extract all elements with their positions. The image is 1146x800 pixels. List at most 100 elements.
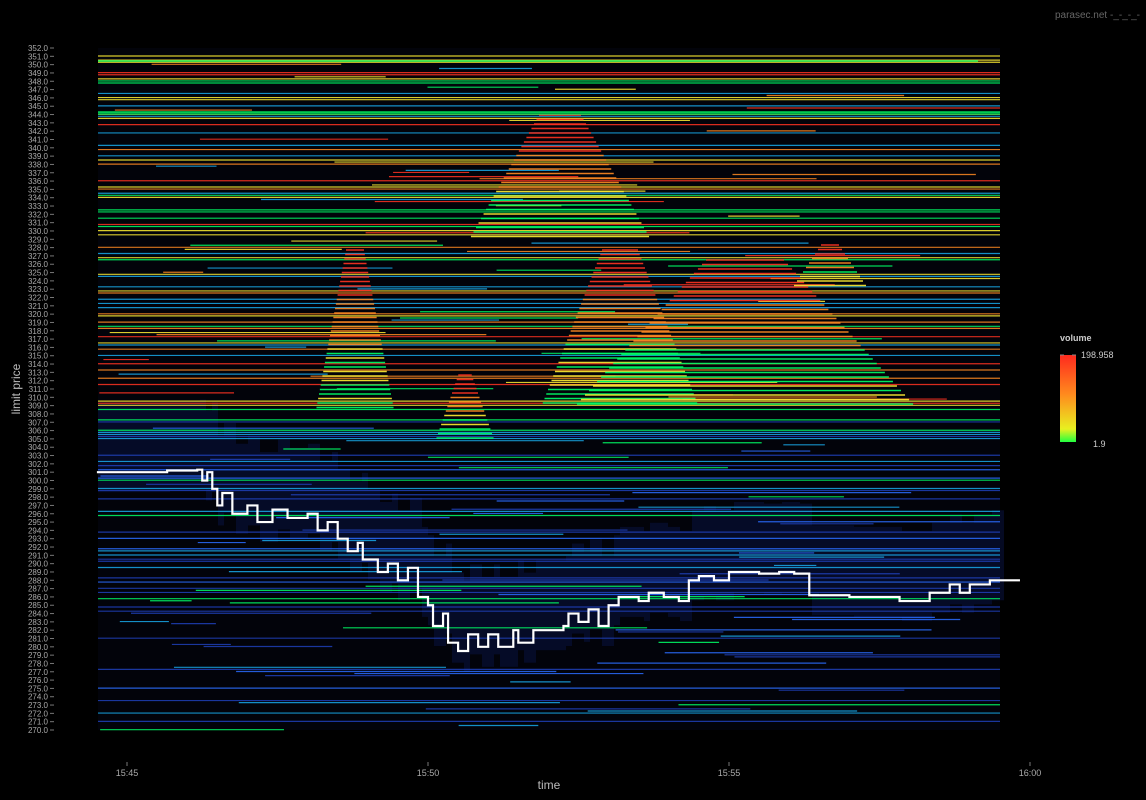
depth-haze — [788, 501, 794, 592]
depth-haze — [602, 556, 608, 647]
depth-haze — [194, 400, 200, 491]
depth-haze — [854, 526, 860, 617]
y-tick-label: 327.0 — [28, 252, 49, 261]
depth-haze — [782, 501, 788, 592]
y-tick-label: 291.0 — [28, 551, 49, 560]
watermark: parasec.net -_-_-_- — [1054, 10, 1140, 21]
y-tick-label: 349.0 — [28, 69, 49, 78]
y-tick-label: 319.0 — [28, 318, 49, 327]
depth-haze — [104, 402, 110, 493]
depth-haze — [530, 572, 536, 663]
y-tick-label: 309.0 — [28, 402, 49, 411]
depth-haze — [320, 460, 326, 551]
depth-haze — [356, 481, 362, 572]
depth-haze — [824, 525, 830, 616]
depth-haze — [122, 402, 128, 493]
y-tick-label: 276.0 — [28, 676, 49, 685]
price-line-layer — [96, 468, 1020, 653]
depth-haze — [626, 526, 632, 617]
y-tick-label: 283.0 — [28, 618, 49, 627]
y-tick-label: 310.0 — [28, 393, 49, 402]
depth-haze — [350, 481, 356, 572]
y-axis-title: limit price — [9, 363, 23, 414]
y-tick-label: 317.0 — [28, 335, 49, 344]
depth-haze — [128, 402, 134, 493]
depth-haze — [896, 526, 902, 617]
y-tick-label: 346.0 — [28, 94, 49, 103]
depth-haze — [182, 400, 188, 491]
depth-haze — [482, 576, 488, 667]
y-tick-label: 312.0 — [28, 377, 49, 386]
y-axis: 270.0271.0272.0273.0274.0275.0276.0277.0… — [28, 44, 54, 735]
y-tick-label: 280.0 — [28, 643, 49, 652]
depth-haze — [536, 560, 542, 651]
y-tick-label: 308.0 — [28, 410, 49, 419]
y-tick-label: 279.0 — [28, 651, 49, 660]
y-tick-label: 290.0 — [28, 560, 49, 569]
depth-haze — [500, 576, 506, 667]
depth-haze — [488, 576, 494, 667]
y-tick-label: 294.0 — [28, 526, 49, 535]
y-tick-label: 313.0 — [28, 368, 49, 377]
y-tick-label: 325.0 — [28, 269, 49, 278]
price-line — [96, 468, 1020, 653]
depth-haze — [518, 560, 524, 651]
depth-haze — [584, 551, 590, 642]
depth-haze — [668, 526, 674, 617]
depth-haze — [230, 422, 236, 513]
y-tick-label: 277.0 — [28, 668, 49, 677]
depth-haze — [452, 572, 458, 663]
depth-haze — [152, 402, 158, 493]
depth-haze — [524, 572, 530, 663]
depth-haze — [818, 525, 824, 616]
y-tick-label: 298.0 — [28, 493, 49, 502]
depth-haze — [872, 526, 878, 617]
y-tick-label: 271.0 — [28, 718, 49, 727]
depth-haze — [926, 531, 932, 622]
depth-haze — [608, 556, 614, 647]
depth-haze — [146, 402, 152, 493]
depth-haze — [506, 576, 512, 667]
y-tick-label: 315.0 — [28, 352, 49, 361]
depth-haze — [200, 399, 206, 490]
depth-haze — [680, 531, 686, 622]
depth-haze — [374, 489, 380, 580]
depth-haze — [842, 525, 848, 616]
depth-haze — [260, 452, 266, 543]
x-axis: 15:45 15:50 15:55 16:00 — [116, 762, 1041, 778]
y-tick-label: 284.0 — [28, 610, 49, 619]
depth-haze — [116, 402, 122, 493]
x-tick-label: 15:50 — [417, 768, 440, 778]
depth-haze — [686, 531, 692, 622]
y-tick-label: 303.0 — [28, 452, 49, 461]
depth-haze — [338, 468, 344, 559]
depth-haze — [758, 501, 764, 592]
depth-haze — [98, 402, 104, 493]
y-tick-label: 286.0 — [28, 593, 49, 602]
y-tick-label: 344.0 — [28, 111, 49, 120]
depth-haze — [794, 501, 800, 592]
depth-haze — [890, 526, 896, 617]
y-tick-label: 347.0 — [28, 86, 49, 95]
y-tick-label: 304.0 — [28, 443, 49, 452]
y-tick-label: 287.0 — [28, 585, 49, 594]
depth-haze — [440, 556, 446, 647]
depth-haze — [344, 468, 350, 559]
depth-haze — [830, 525, 836, 616]
depth-haze — [740, 501, 746, 592]
depth-haze — [416, 497, 422, 588]
depth-haze — [674, 526, 680, 617]
y-tick-label: 316.0 — [28, 343, 49, 352]
y-tick-label: 324.0 — [28, 277, 49, 286]
depth-haze — [878, 526, 884, 617]
depth-haze — [368, 489, 374, 580]
y-tick-label: 351.0 — [28, 52, 49, 61]
y-tick-label: 328.0 — [28, 244, 49, 253]
depth-haze — [188, 400, 194, 491]
depth-haze — [548, 560, 554, 651]
legend-min-label: 1.9 — [1093, 439, 1106, 449]
y-tick-label: 345.0 — [28, 102, 49, 111]
depth-haze — [620, 526, 626, 617]
depth-haze — [326, 460, 332, 551]
y-tick-label: 270.0 — [28, 726, 49, 735]
